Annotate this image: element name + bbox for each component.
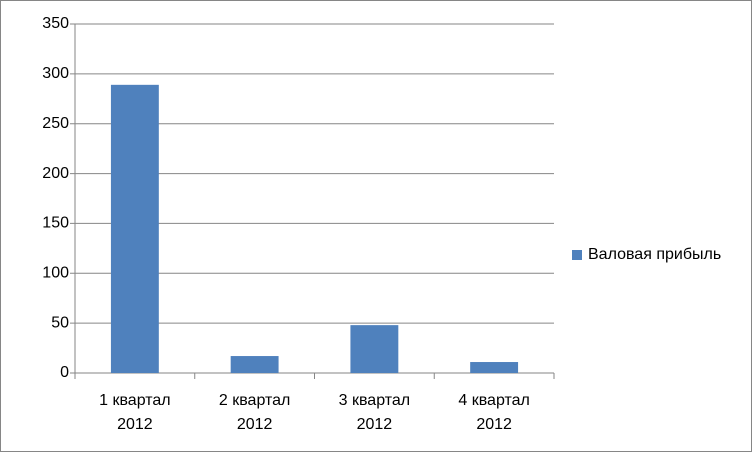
x-tick-label: 3 квартал 2012 [338, 392, 411, 433]
y-tick-label: 100 [42, 265, 69, 282]
x-tick-label: 2 квартал 2012 [218, 392, 291, 433]
x-tick-label: 4 квартал 2012 [458, 392, 530, 433]
y-tick-label: 50 [51, 314, 69, 331]
x-tick-label: 1 квартал 2012 [99, 392, 171, 433]
y-tick-label: 300 [42, 65, 69, 82]
y-tick-label: 350 [42, 15, 69, 32]
y-tick-label: 150 [42, 215, 69, 232]
y-tick-label: 200 [42, 165, 69, 182]
bar [110, 84, 159, 373]
bar [350, 325, 399, 373]
legend-label: Валовая прибыль [588, 246, 721, 263]
legend-swatch [572, 250, 582, 260]
bar [470, 362, 519, 373]
y-tick-label: 250 [42, 115, 69, 132]
bar [230, 356, 279, 373]
y-tick-label: 0 [60, 364, 69, 381]
